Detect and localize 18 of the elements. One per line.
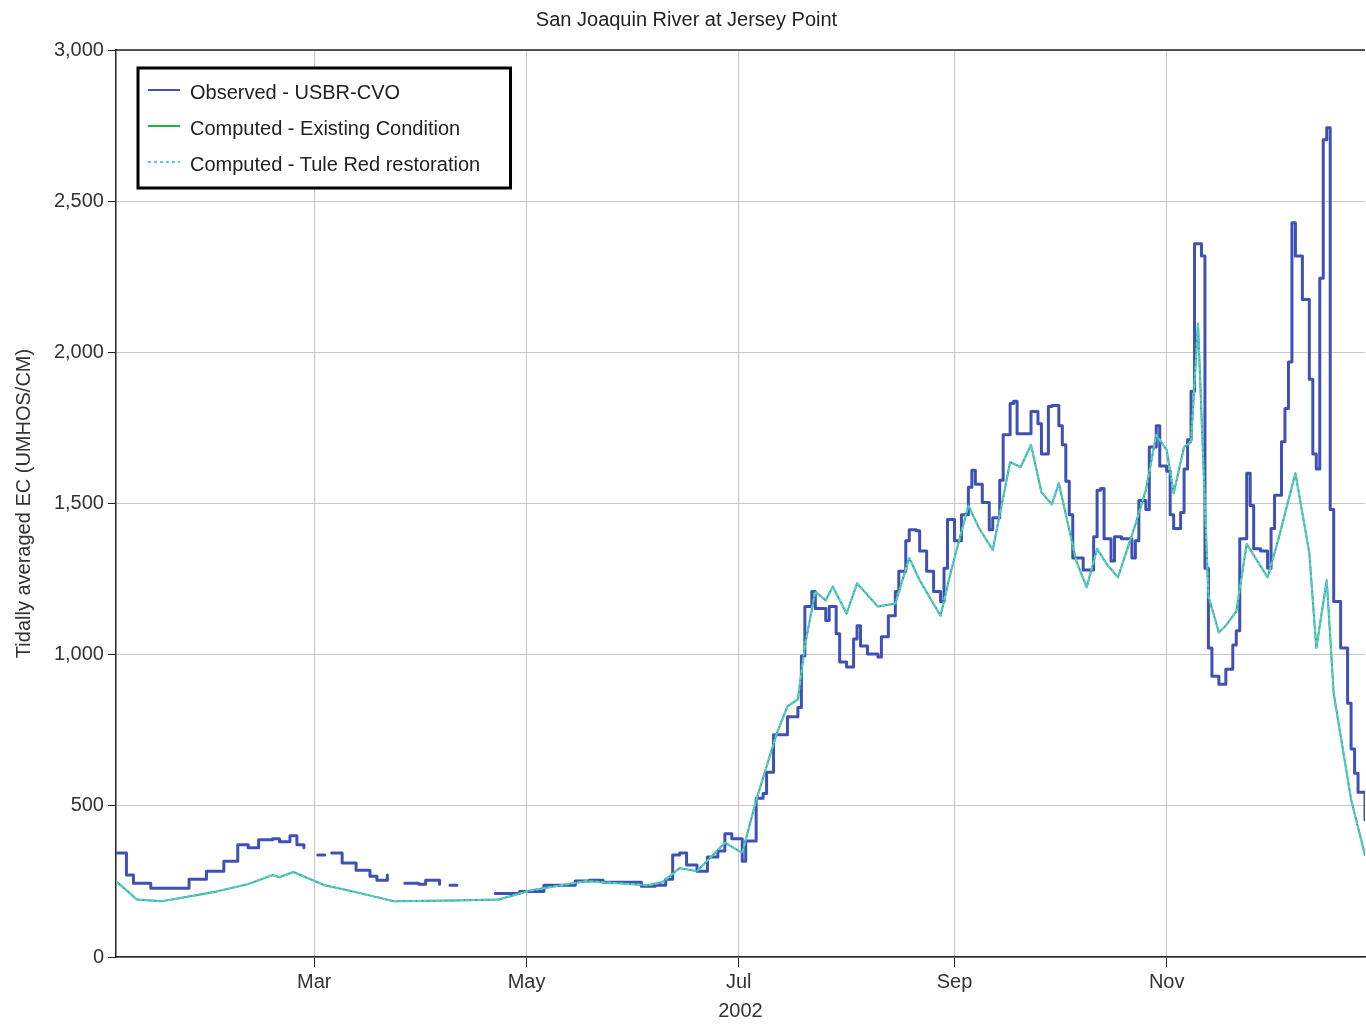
legend-label: Computed - Tule Red restoration: [190, 152, 481, 175]
y-tick-label: 0: [92, 944, 104, 967]
y-tick-label: 2,500: [53, 188, 104, 211]
x-axis-title: 2002: [718, 998, 763, 1021]
x-tick-label: May: [507, 969, 546, 992]
legend-label: Observed - USBR-CVO: [190, 80, 401, 103]
y-tick-label: 1,000: [53, 642, 104, 665]
legend-label: Computed - Existing Condition: [190, 116, 461, 139]
y-tick-label: 2,000: [53, 339, 104, 362]
y-tick-label: 500: [70, 793, 104, 816]
x-tick-label: Nov: [1148, 969, 1185, 992]
x-tick-label: Mar: [297, 969, 332, 992]
y-tick-label: 1,500: [53, 491, 104, 514]
x-tick-label: Sep: [936, 969, 973, 992]
x-tick-label: Jul: [725, 969, 752, 992]
y-tick-label: 3,000: [53, 37, 104, 60]
chart-title: San Joaquin River at Jersey Point: [535, 7, 838, 30]
y-axis-title: Tidally averaged EC (UMHOS/CM): [11, 348, 34, 659]
